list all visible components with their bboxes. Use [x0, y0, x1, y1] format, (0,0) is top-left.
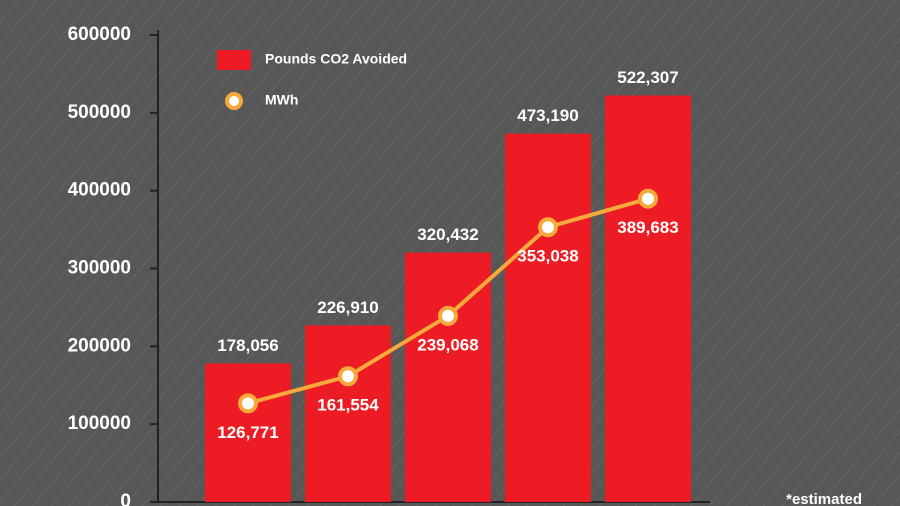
- bar-value-label: 522,307: [617, 68, 678, 87]
- line-value-label: 353,038: [517, 247, 578, 266]
- line-marker: [238, 393, 258, 414]
- bar: [205, 363, 291, 502]
- y-tick-label: 300000: [68, 258, 131, 279]
- legend-label: MWh: [265, 92, 298, 108]
- bar-value-label: 226,910: [317, 298, 378, 317]
- bar-value-label: 320,432: [417, 225, 478, 244]
- y-tick-label: 400000: [68, 180, 131, 201]
- y-tick-label: 600000: [68, 24, 131, 45]
- line-value-label: 239,068: [417, 335, 478, 354]
- bar: [605, 95, 691, 502]
- y-tick-label: 200000: [68, 335, 131, 356]
- line-value-label: 126,771: [217, 423, 278, 442]
- y-tick-label: 0: [120, 491, 131, 506]
- bar: [405, 252, 491, 502]
- line-value-label: 389,683: [617, 218, 678, 237]
- y-tick-label: 500000: [68, 102, 131, 123]
- bar: [505, 133, 591, 503]
- legend-label: Pounds CO2 Avoided: [265, 51, 407, 67]
- line-marker: [638, 188, 658, 209]
- line-marker: [338, 366, 358, 387]
- legend-swatch: [225, 92, 243, 110]
- legend-swatch: [217, 50, 251, 70]
- annotation: *estimated: [786, 491, 862, 506]
- bar-value-label: 178,056: [217, 336, 278, 355]
- line-value-label: 161,554: [317, 396, 379, 415]
- bar-value-label: 473,190: [517, 106, 578, 125]
- line-marker: [538, 217, 558, 238]
- y-tick-label: 100000: [68, 413, 131, 434]
- bar: [305, 325, 391, 502]
- line-marker: [438, 305, 458, 326]
